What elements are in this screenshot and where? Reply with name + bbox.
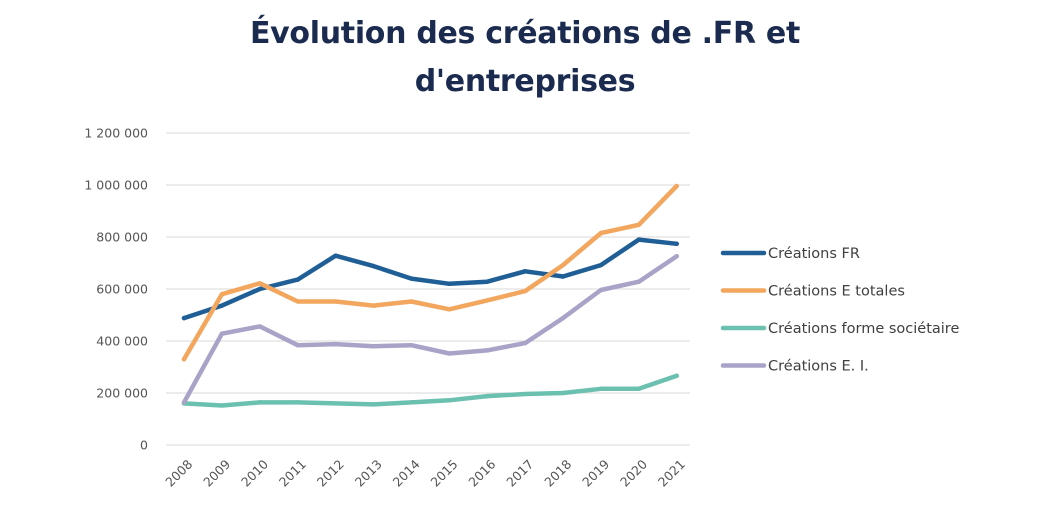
data-point <box>636 386 641 392</box>
data-point <box>598 287 604 293</box>
x-tick-label: 2018 <box>541 456 574 489</box>
data-point <box>485 393 490 399</box>
data-point <box>257 400 262 405</box>
chart-title-line-2: d'entreprises <box>414 64 636 99</box>
data-point <box>560 274 566 279</box>
data-point <box>560 390 566 396</box>
data-point <box>409 299 414 304</box>
data-point <box>219 292 225 297</box>
data-point <box>219 303 225 308</box>
data-point <box>674 254 679 259</box>
y-tick-label: 200 000 <box>96 386 148 401</box>
y-tick-label: 800 000 <box>96 230 148 245</box>
data-point <box>409 276 414 281</box>
x-tick-label: 2010 <box>238 456 271 489</box>
legend-label: Créations E totales <box>768 284 905 300</box>
data-point <box>181 357 187 362</box>
data-point <box>485 279 490 284</box>
chart-title: Évolution des créations de .FR et d'entr… <box>200 10 850 106</box>
data-point <box>447 307 452 312</box>
data-point <box>295 299 300 304</box>
x-tick-label: 2009 <box>200 456 233 489</box>
data-point <box>636 279 641 284</box>
y-tick-label: 0 <box>140 438 148 453</box>
data-point <box>522 288 528 294</box>
chart-title-line-1: Évolution des créations de .FR et <box>249 16 800 51</box>
x-tick-label: 2019 <box>579 456 612 489</box>
data-point <box>522 391 528 397</box>
series-line-4 <box>181 253 679 405</box>
data-point <box>257 324 262 329</box>
x-tick-label: 2017 <box>503 456 536 489</box>
data-point <box>485 298 490 303</box>
legend-item: Créations E totales <box>720 284 905 300</box>
data-point <box>257 281 262 286</box>
x-tick-label: 2014 <box>390 456 423 489</box>
legend-label: Créations E. I. <box>768 359 869 375</box>
data-point <box>674 241 679 246</box>
data-point <box>371 303 376 308</box>
data-point <box>447 398 452 403</box>
data-point <box>219 403 225 408</box>
x-tick-label: 2011 <box>276 456 309 489</box>
data-point <box>295 342 300 348</box>
data-point <box>674 183 679 189</box>
x-tick-label: 2015 <box>428 456 461 489</box>
data-point <box>181 400 187 405</box>
x-tick-label: 2016 <box>465 456 498 489</box>
x-tick-label: 2021 <box>655 456 688 489</box>
data-point <box>485 348 490 353</box>
data-point <box>333 253 338 258</box>
series-lines <box>181 183 679 408</box>
data-point <box>333 341 338 347</box>
x-tick-label: 2020 <box>617 456 650 489</box>
y-tick-label: 400 000 <box>96 334 148 349</box>
y-axis-tick-labels: 0 200 000 400 000 600 000 800 000 1 000 000 1 … <box>84 126 148 453</box>
y-tick-label: 600 000 <box>96 282 148 297</box>
data-point <box>560 315 566 321</box>
series-line-2 <box>181 183 679 362</box>
data-point <box>598 262 604 268</box>
data-point <box>333 401 338 406</box>
data-point <box>371 263 376 269</box>
legend-item: Créations E. I. <box>720 359 869 375</box>
data-point <box>333 299 338 304</box>
x-tick-label: 2012 <box>314 456 347 489</box>
legend-label: Créations forme sociétaire <box>768 321 959 337</box>
data-point <box>560 262 566 268</box>
legend-item: Créations forme sociétaire <box>720 321 959 337</box>
data-point <box>371 402 376 407</box>
data-point <box>295 400 300 405</box>
legend-label: Créations FR <box>768 246 860 262</box>
data-point <box>219 331 225 336</box>
y-tick-label: 1 200 000 <box>84 126 148 141</box>
legend: Créations FR Créations E totales Créations… <box>720 246 959 375</box>
data-point <box>522 340 528 346</box>
x-axis-tick-labels: 2008 2009 2010 2011 2012 2013 2014 2015 2016 2017… <box>162 456 688 489</box>
data-point <box>447 351 452 356</box>
legend-item: Créations FR <box>720 246 860 262</box>
x-tick-label: 2013 <box>352 456 385 489</box>
data-point <box>522 269 528 274</box>
data-point <box>636 222 641 227</box>
data-point <box>447 281 452 286</box>
data-point <box>674 373 679 379</box>
x-tick-label: 2008 <box>162 456 195 489</box>
data-point <box>181 315 187 321</box>
data-point <box>257 286 262 292</box>
data-point <box>371 344 376 349</box>
data-point <box>295 277 300 282</box>
series-line-3 <box>181 373 679 408</box>
data-point <box>636 237 641 242</box>
y-tick-label: 1 000 000 <box>84 178 148 193</box>
data-point <box>598 386 604 392</box>
data-point <box>409 342 414 348</box>
data-point <box>409 400 414 405</box>
data-point <box>598 230 604 236</box>
